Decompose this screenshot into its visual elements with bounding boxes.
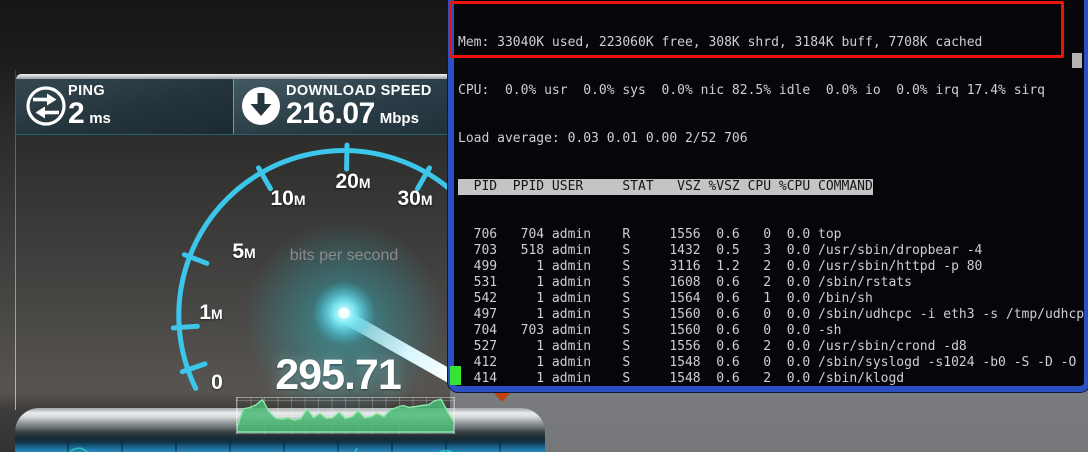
process-row: 412 1 admin S 1548 0.6 0 0.0 /sbin/syslo…: [458, 355, 1077, 370]
process-row: 531 1 admin S 1608 0.6 2 0.0 /sbin/rstat…: [458, 275, 912, 290]
widget-frame-edge: [15, 70, 16, 410]
ping-value: 2: [68, 97, 85, 130]
process-row: 527 1 admin S 1556 0.6 2 0.0 /usr/sbin/c…: [458, 339, 967, 354]
gauge-live-value: 295.71: [275, 351, 402, 399]
annotation-box: [449, 1, 1064, 58]
process-row: 706 704 admin R 1556 0.6 0 0.0 top: [458, 227, 842, 242]
download-icon: [242, 87, 280, 125]
terminal-content: Mem: 33040K used, 223060K free, 308K shr…: [454, 0, 1084, 386]
scrollbar-thumb[interactable]: [1072, 53, 1082, 68]
svg-text:30M: 30M: [397, 187, 432, 210]
terminal-window[interactable]: Mem: 33040K used, 223060K free, 308K shr…: [448, 0, 1088, 392]
svg-text:1M: 1M: [199, 301, 222, 324]
svg-text:20M: 20M: [335, 170, 370, 193]
svg-text:10M: 10M: [270, 187, 305, 210]
speed-gauge: 0 1M 5M 10M 20M 30M: [170, 142, 493, 420]
terminal-cursor: [450, 366, 461, 385]
process-row: 414 1 admin S 1548 0.6 2 0.0 /sbin/klogd: [458, 371, 905, 386]
process-row: 497 1 admin S 1560 0.6 0 0.0 /sbin/udhcp…: [458, 307, 1084, 322]
process-row: 703 518 admin S 1432 0.5 3 0.0 /usr/sbin…: [458, 243, 983, 258]
base-map-contours: [69, 447, 453, 452]
process-row: 704 703 admin S 1560 0.6 0 0.0 -sh: [458, 323, 842, 338]
download-panel: DOWNLOAD SPEED 216.07 Mbps: [234, 79, 450, 134]
process-row: 499 1 admin S 3116 1.2 2 0.0 /usr/sbin/h…: [458, 259, 983, 274]
gauge-arc: [170, 142, 493, 391]
cpu-summary-line: CPU: 0.0% usr 0.0% sys 0.0% nic 82.5% id…: [458, 83, 1045, 98]
svg-text:5M: 5M: [232, 240, 255, 263]
ping-unit: ms: [89, 110, 111, 127]
process-rows: 706 704 admin R 1556 0.6 0 0.0 top 703 5…: [458, 227, 1084, 386]
mem-summary-line: Mem: 33040K used, 223060K free, 308K shr…: [458, 35, 983, 50]
process-table-header: PID PPID USER STAT VSZ %VSZ CPU %CPU COM…: [458, 179, 873, 195]
panel-chrome-rim: [16, 74, 450, 79]
download-unit: Mbps: [379, 110, 419, 127]
ping-icon: [26, 86, 66, 126]
peak-marker-icon: [494, 393, 510, 402]
download-label: DOWNLOAD SPEED: [286, 83, 432, 99]
process-row: 542 1 admin S 1564 0.6 1 0.0 /bin/sh: [458, 291, 873, 306]
ping-panel: PING 2 ms: [16, 79, 234, 134]
ping-label: PING: [68, 83, 106, 99]
download-value: 216.07: [286, 97, 375, 130]
gauge-needle: [244, 220, 456, 420]
gauge-unit-label: bits per second: [289, 247, 399, 264]
gauge-scale-labels: 0 1M 5M 10M 20M 30M: [199, 170, 432, 394]
results-panel: PING 2 ms DOWNLOAD SPEED 216.07 Mbps: [16, 79, 450, 135]
speed-sparkline: [236, 397, 455, 434]
svg-text:0: 0: [211, 371, 223, 394]
base-panel-seams: [15, 442, 545, 452]
load-average-line: Load average: 0.03 0.01 0.00 2/52 706: [458, 131, 748, 146]
